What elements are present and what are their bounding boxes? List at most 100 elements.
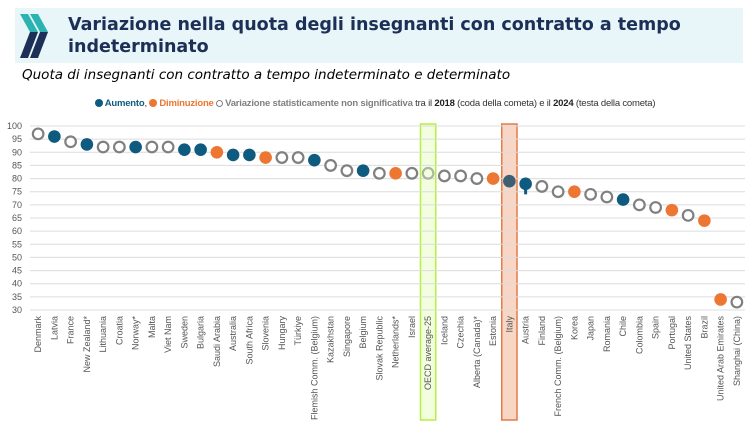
x-tick-label: Portugal xyxy=(667,316,677,350)
data-point xyxy=(470,172,484,185)
x-tick-label: Türkiye xyxy=(293,316,303,346)
y-tick-label: 30 xyxy=(12,305,22,315)
data-point xyxy=(275,151,289,164)
legend-year-start: 2018 xyxy=(434,98,455,109)
x-tick-label: Slovak Republic xyxy=(374,316,384,381)
data-point xyxy=(649,201,663,214)
data-point xyxy=(421,166,435,180)
y-tick-label: 50 xyxy=(12,252,22,262)
data-point xyxy=(210,145,224,159)
x-tick-label: Netherlands* xyxy=(391,316,401,369)
legend-year-end: 2024 xyxy=(553,98,574,109)
x-tick-label: Belgium xyxy=(358,316,368,349)
data-point xyxy=(96,140,110,154)
x-tick-label: French Comm. (Belgium) xyxy=(553,316,563,417)
data-point xyxy=(600,190,614,204)
chart-subtitle: Quota di insegnanti con contratto a temp… xyxy=(22,67,511,83)
data-point xyxy=(372,166,386,180)
data-point xyxy=(48,130,61,143)
x-tick-label: Hungary xyxy=(277,316,287,351)
x-tick-label: Romania xyxy=(602,316,612,352)
x-tick-label: Flemish Comm. (Belgium) xyxy=(309,316,319,420)
x-tick-label: Croatia xyxy=(114,316,124,345)
legend-decrease-label: Diminuzione xyxy=(159,98,214,109)
x-tick-label: Korea xyxy=(569,316,579,340)
x-tick-label: OECD average-25 xyxy=(423,316,433,390)
italy-highlight xyxy=(501,123,518,421)
data-point xyxy=(681,208,695,222)
data-point xyxy=(730,295,744,309)
x-tick-label: Iceland xyxy=(439,316,449,345)
x-tick-label: Kazakhstan xyxy=(326,316,336,363)
y-tick-label: 35 xyxy=(12,292,22,302)
y-tick-label: 75 xyxy=(12,187,22,197)
y-tick-label: 40 xyxy=(12,279,22,289)
data-point xyxy=(356,164,370,177)
data-point xyxy=(714,293,727,306)
x-tick-label: Austria xyxy=(521,316,531,344)
x-tick-label: Brazil xyxy=(699,316,709,339)
data-point xyxy=(161,140,175,154)
data-point xyxy=(31,127,45,141)
data-point xyxy=(454,169,468,183)
x-tick-label: Lithuania xyxy=(98,316,108,353)
x-tick-label: South Africa xyxy=(244,316,254,365)
legend-increase-marker xyxy=(94,99,103,107)
x-tick-label: Shanghai (China) xyxy=(732,316,742,386)
legend-increase-label: Aumento xyxy=(104,98,145,109)
data-point xyxy=(243,148,256,162)
data-point xyxy=(194,143,207,156)
data-point xyxy=(486,172,500,185)
y-tick-label: 90 xyxy=(12,147,22,157)
x-tick-label: Singapore xyxy=(342,316,352,357)
x-tick-label: Viet Nam xyxy=(163,316,173,353)
x-tick-label: Alberta (Canada)* xyxy=(472,316,482,389)
page-title: Variazione nella quota degli insegnanti … xyxy=(68,15,681,57)
data-point xyxy=(551,185,565,199)
x-tick-label: Israel xyxy=(407,316,417,338)
data-point xyxy=(616,193,630,206)
data-point xyxy=(324,159,338,172)
legend-head-label: (testa della cometa) xyxy=(575,98,656,109)
data-point xyxy=(308,153,321,167)
data-point xyxy=(178,143,191,156)
data-point xyxy=(568,185,581,199)
data-point xyxy=(503,174,516,188)
data-point xyxy=(519,177,532,191)
x-tick-label: Colombia xyxy=(634,316,644,354)
x-tick-label: Estonia xyxy=(488,316,498,346)
data-point xyxy=(632,198,646,212)
legend-tail-label: (coda della cometa) xyxy=(457,98,537,109)
x-tick-label: France xyxy=(66,316,76,344)
data-point xyxy=(145,140,159,154)
data-point xyxy=(584,187,598,201)
x-tick-label: New Zealand* xyxy=(82,316,92,373)
y-tick-label: 45 xyxy=(12,266,22,276)
x-tick-label: Norway* xyxy=(131,316,141,351)
y-tick-label: 80 xyxy=(12,174,22,184)
y-tick-label: 70 xyxy=(12,200,22,210)
x-tick-label: Italy xyxy=(504,316,514,333)
data-point xyxy=(405,166,419,180)
y-tick-label: 95 xyxy=(12,134,22,144)
y-tick-label: 100 xyxy=(7,121,22,131)
x-tick-label: Spain xyxy=(651,316,661,339)
title-banner xyxy=(15,8,743,63)
legend-ns-marker xyxy=(216,100,224,107)
data-point xyxy=(698,214,711,227)
x-tick-label: United States xyxy=(683,316,693,371)
chart-legend: Aumento, Diminuzione Variazione statisti… xyxy=(0,98,750,109)
x-tick-label: United Arab Emirates xyxy=(716,316,726,402)
data-point xyxy=(80,138,94,151)
data-point xyxy=(437,169,451,183)
data-point xyxy=(389,167,402,180)
legend-separator: , xyxy=(144,98,147,109)
data-point xyxy=(129,140,142,154)
y-tick-label: 85 xyxy=(12,160,22,170)
x-tick-label: Japan xyxy=(586,316,596,341)
data-point xyxy=(112,140,126,154)
x-tick-label: Malta xyxy=(147,316,157,338)
x-tick-label: Finland xyxy=(537,316,547,346)
legend-text-and: e il xyxy=(539,98,551,109)
